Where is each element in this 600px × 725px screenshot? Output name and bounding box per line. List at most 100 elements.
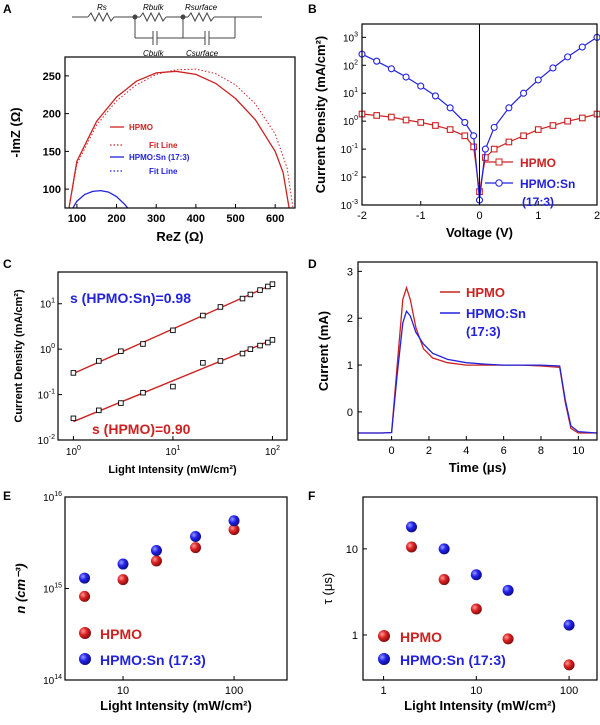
data-point-sphere xyxy=(405,541,417,553)
data-point-square xyxy=(257,287,263,293)
panel-label-b: B xyxy=(308,2,317,16)
data-point-square xyxy=(265,339,271,346)
legend-marker xyxy=(79,627,91,639)
circuit-label-rsurface: Rsurface xyxy=(185,3,218,12)
data-point-square xyxy=(170,383,176,390)
data-point-circle xyxy=(481,145,489,153)
legend-label: HPMO xyxy=(100,626,142,642)
panel-label-a: A xyxy=(3,2,12,16)
data-point-square xyxy=(70,370,77,376)
legend-label: HPMO xyxy=(466,285,505,300)
y-tick-label: 150 xyxy=(43,146,61,158)
x-tick-label: 100 xyxy=(225,685,243,697)
chart-e-carrier-density: 10 100 1014 1015 1016 Light Intensity (mW/cm²… xyxy=(13,491,288,713)
data-point-square xyxy=(170,327,176,334)
circuit-label-rbulk: Rbulk xyxy=(143,3,164,12)
data-point-square xyxy=(520,132,527,140)
y-tick-label: 1 xyxy=(347,360,353,372)
legend-marker xyxy=(495,179,503,187)
data-point-square xyxy=(200,360,206,366)
x-axis-label: Light Intensity (mW/cm²) xyxy=(404,698,556,713)
panel-label-d: D xyxy=(308,257,317,271)
series-line-1 xyxy=(68,68,294,208)
data-point-circle xyxy=(490,123,498,131)
y-tick-label: 10-2 xyxy=(38,434,55,447)
legend-label: (17:3) xyxy=(466,324,501,339)
panel-label-e: E xyxy=(3,489,11,503)
data-point-square xyxy=(96,358,102,364)
data-point-sphere xyxy=(190,531,202,543)
x-tick-label: 0 xyxy=(389,445,395,457)
x-tick-label: 2 xyxy=(426,445,432,457)
y-tick-label: 10-1 xyxy=(38,389,55,402)
y-axis-label: n (cm⁻³) xyxy=(13,563,28,613)
x-axis-label: ReZ (Ω) xyxy=(156,229,203,244)
plot-frame xyxy=(64,56,296,209)
data-point-circle xyxy=(520,89,528,97)
data-point-sphere xyxy=(117,558,129,570)
y-tick-label: 1014 xyxy=(43,674,62,687)
y-tick-label: 10-2 xyxy=(341,171,358,184)
data-point-square xyxy=(482,154,489,161)
data-point-sphere xyxy=(405,521,417,533)
x-tick-label: 10 xyxy=(117,685,129,697)
data-point-square xyxy=(70,415,77,422)
data-point-circle xyxy=(549,64,557,72)
legend-label: HPMO xyxy=(520,156,556,170)
data-point-square xyxy=(549,122,557,129)
data-point-square xyxy=(269,281,276,287)
x-axis-label: Light Intensity (mW/cm²) xyxy=(100,698,252,713)
x-tick-label: 0 xyxy=(476,210,482,222)
x-tick-label: 200 xyxy=(107,213,125,225)
data-point-square xyxy=(388,113,395,121)
data-point-sphere xyxy=(470,603,482,615)
y-tick-label: 100 xyxy=(40,343,55,356)
circuit-label-csurface: Csurface xyxy=(186,49,219,58)
plot-frame xyxy=(357,261,598,441)
circuit-label-rs: Rs xyxy=(97,3,107,12)
data-point-square xyxy=(490,145,498,153)
data-point-circle xyxy=(387,65,395,73)
data-point-sphere xyxy=(438,543,450,555)
x-axis-label: Time (μs) xyxy=(449,460,507,475)
legend-label: Fit Line xyxy=(149,141,178,150)
y-tick-label: 101 xyxy=(343,87,358,100)
data-point-square xyxy=(269,337,276,343)
data-point-square xyxy=(402,116,410,124)
legend-label: (17:3) xyxy=(522,195,554,209)
data-point-sphere xyxy=(150,545,162,557)
data-point-square xyxy=(217,358,224,364)
data-point-circle xyxy=(373,57,381,65)
data-point-square xyxy=(265,283,271,290)
data-point-square xyxy=(140,341,146,347)
x-tick-label: 101 xyxy=(165,445,180,458)
y-tick-label: 0 xyxy=(347,407,353,419)
x-tick-label: 100 xyxy=(66,445,81,458)
data-point-sphere xyxy=(502,584,514,596)
data-point-circle xyxy=(470,132,478,140)
data-point-sphere xyxy=(228,515,240,527)
x-tick-label: 1 xyxy=(381,685,387,697)
data-point-sphere xyxy=(563,659,575,671)
y-axis-label: -ImZ (Ω) xyxy=(8,107,23,157)
legend-marker xyxy=(378,630,390,642)
data-point-sphere xyxy=(79,572,91,584)
y-axis-label: Current Density (mA/cm²) xyxy=(313,36,328,193)
data-point-square xyxy=(417,119,425,126)
data-point-square xyxy=(578,114,586,122)
data-point-circle xyxy=(417,82,425,90)
chart-c-intensity-current: 100 101 102 10-2 10-1 100 101 Light Intensity (… xyxy=(13,271,288,476)
panel-label-f: F xyxy=(308,489,315,503)
data-point-sphere xyxy=(502,633,514,645)
panel-label-c: C xyxy=(3,257,12,271)
data-point-square xyxy=(118,348,124,354)
y-tick-label: 1 xyxy=(352,630,358,642)
x-tick-label: 10 xyxy=(572,445,584,457)
data-point-square xyxy=(239,295,246,302)
data-point-sphere xyxy=(150,555,162,567)
y-tick-label: 1016 xyxy=(43,491,62,504)
x-tick-label: 8 xyxy=(538,445,544,457)
data-point-circle xyxy=(431,92,439,100)
x-tick-label: -2 xyxy=(357,210,367,222)
